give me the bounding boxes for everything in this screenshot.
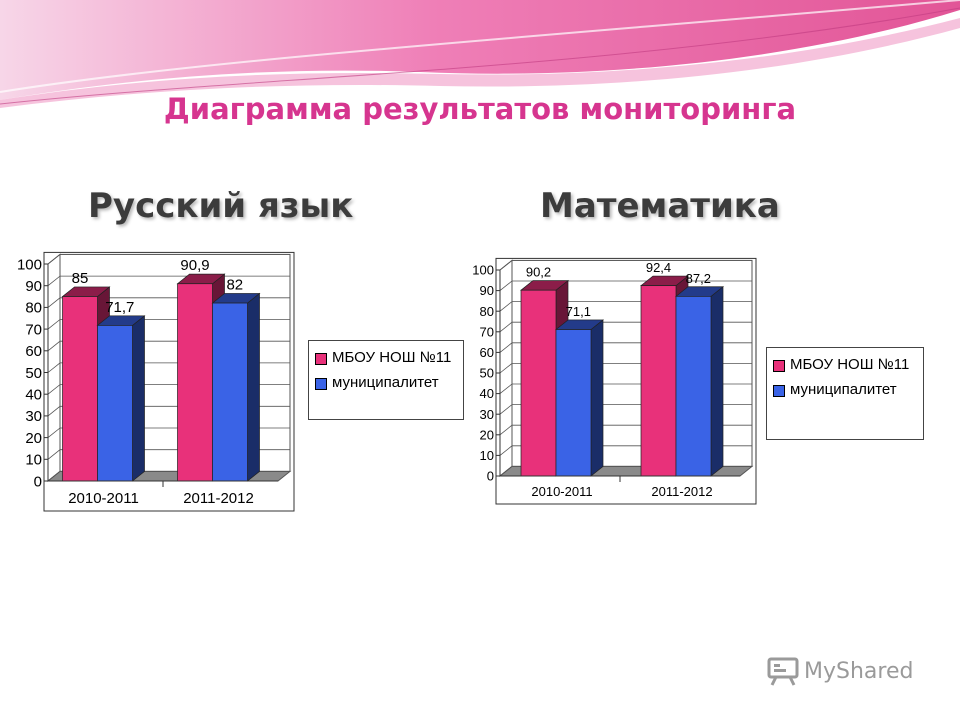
data-label: 85 (72, 270, 89, 287)
bar (212, 302, 248, 482)
y-tick-label: 90 (480, 283, 494, 298)
legend-item-school: МБОУ НОШ №11 (315, 348, 457, 367)
bar (62, 296, 98, 482)
presentation-board-icon (767, 657, 799, 686)
bar-chart-russian: 0 10 20 30 40 50 60 70 80 90 100 85 71,7 2010-2011 90,… (17, 251, 295, 512)
y-tick-label: 100 (17, 256, 42, 273)
y-tick-label: 50 (480, 366, 494, 381)
legend-item-municipality: муниципалитет (315, 373, 457, 392)
x-tick-label: 2011-2012 (651, 484, 712, 499)
y-tick-label: 40 (25, 386, 42, 403)
data-label: 87,2 (686, 271, 711, 286)
bar (675, 296, 712, 477)
chart-frame (495, 257, 757, 505)
legend-russian: МБОУ НОШ №11 муниципалитет (308, 340, 464, 420)
chart-title-russian: Русский язык (88, 186, 354, 226)
y-tick-label: 60 (25, 343, 42, 360)
legend-swatch-municipality (315, 378, 327, 390)
y-tick-label: 70 (480, 324, 494, 339)
x-tick-label: 2010-2011 (68, 490, 139, 507)
y-tick-label: 70 (25, 321, 42, 338)
y-tick-label: 10 (480, 448, 494, 463)
chart-frame (43, 251, 295, 512)
y-tick-label: 100 (472, 263, 494, 278)
y-tick-label: 30 (25, 408, 42, 425)
bar (640, 285, 677, 477)
legend-label-municipality: муниципалитет (332, 374, 439, 391)
slide-title: Диаграмма результатов мониторинга (163, 92, 797, 126)
y-tick-label: 0 (34, 473, 42, 490)
legend-math: МБОУ НОШ №11 муниципалитет (766, 347, 924, 440)
bar-side (590, 319, 604, 477)
legend-item-municipality: муниципалитет (773, 380, 917, 399)
legend-swatch-school (773, 360, 785, 372)
data-label: 82 (226, 276, 243, 293)
legend-swatch-municipality (773, 385, 785, 397)
data-label: 90,9 (180, 257, 209, 274)
legend-label-school: МБОУ НОШ №11 (332, 349, 452, 366)
y-tick-label: 30 (480, 407, 494, 422)
y-tick-label: 40 (480, 386, 494, 401)
header-wave-decoration (0, 0, 960, 108)
bar (177, 283, 213, 482)
watermark: MyShared (766, 656, 913, 686)
y-tick-label: 10 (25, 452, 42, 469)
data-label: 71,1 (566, 304, 591, 319)
y-tick-label: 80 (25, 300, 42, 317)
chart-title-math: Математика (540, 186, 780, 226)
y-tick-label: 50 (25, 365, 42, 382)
bar-side (247, 292, 260, 482)
legend-swatch-school (315, 353, 327, 365)
y-tick-label: 0 (487, 469, 494, 484)
y-tick-label: 20 (25, 430, 42, 447)
bar (520, 289, 557, 477)
bar (97, 325, 133, 482)
gridline (47, 253, 290, 265)
legend-label-school: МБОУ НОШ №11 (790, 356, 910, 373)
legend-label-municipality: муниципалитет (790, 381, 897, 398)
data-label: 90,2 (526, 265, 551, 280)
y-tick-label: 20 (480, 427, 494, 442)
bar-chart-math: 0 10 20 30 40 50 60 70 80 90 100 90,2 71,1 2010-2011 9… (472, 257, 757, 505)
data-label: 71,7 (105, 299, 134, 316)
y-tick-label: 60 (480, 345, 494, 360)
y-tick-label: 80 (480, 304, 494, 319)
watermark-text: MyShared (804, 658, 914, 684)
x-tick-label: 2011-2012 (183, 490, 254, 507)
x-tick-label: 2010-2011 (531, 484, 592, 499)
bar-side (132, 315, 145, 482)
legend-item-school: МБОУ НОШ №11 (773, 355, 917, 374)
data-label: 92,4 (646, 260, 671, 275)
y-tick-label: 90 (25, 278, 42, 295)
gridline (499, 259, 752, 271)
bar (555, 329, 592, 477)
bar-side (710, 286, 724, 477)
